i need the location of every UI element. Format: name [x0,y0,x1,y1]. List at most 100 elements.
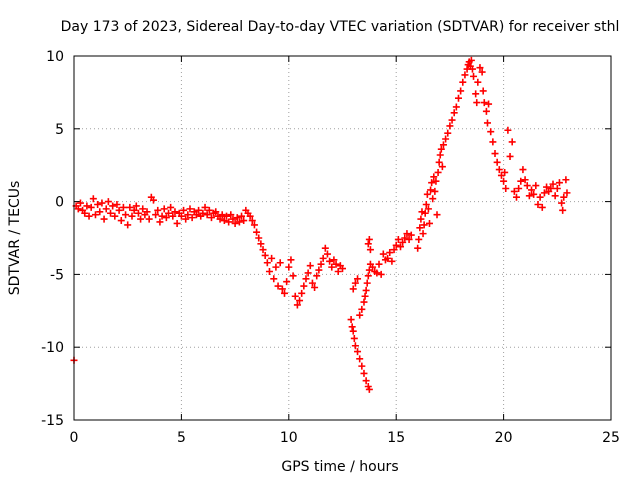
y-tick-label: -15 [41,413,64,429]
data-point [296,297,304,305]
data-point [134,209,142,217]
data-point [364,272,372,280]
x-tick-label: 20 [495,430,513,446]
data-point [350,334,358,342]
data-point [362,377,370,385]
data-point [470,72,478,80]
data-point [319,254,327,262]
data-point [432,177,440,185]
data-point [212,208,220,216]
data-point [435,158,443,166]
data-point [562,176,570,184]
data-point [87,203,95,211]
data-point [414,244,422,252]
data-point [173,219,181,227]
data-point [361,292,369,300]
data-point [394,235,402,243]
data-point [115,206,123,214]
x-tick-label: 0 [70,430,79,446]
data-point [233,214,241,222]
data-point [523,182,531,190]
data-point [250,221,258,229]
x-axis-label: GPS time / hours [281,459,398,475]
data-point [351,342,359,350]
data-point [461,71,469,79]
data-point [257,240,265,248]
data-point [169,212,177,220]
data-point [351,279,359,287]
data-point [439,141,447,149]
data-point [100,215,108,223]
data-point [547,184,555,192]
data-point [162,214,170,222]
data-point [192,211,200,219]
data-point [363,279,371,287]
data-point [396,243,404,251]
data-point [300,282,308,290]
data-point [76,199,84,207]
data-point [317,260,325,268]
data-point [113,201,121,209]
data-point [467,56,475,64]
data-point [442,135,450,143]
data-point [104,198,112,206]
data-point [145,215,153,223]
data-point [306,262,314,270]
data-point [246,212,254,220]
y-tick-label: -5 [50,267,64,283]
data-point [94,201,102,209]
data-point [559,206,567,214]
data-point [289,272,297,280]
data-point [102,205,110,213]
data-point [143,208,151,216]
x-tick-label: 15 [387,430,405,446]
data-point [326,257,334,265]
data-point [401,234,409,242]
data-point [555,179,563,187]
data-point [165,209,173,217]
data-point [229,215,237,223]
data-point [388,257,396,265]
data-point [268,254,276,262]
data-point [525,192,533,200]
data-point [437,145,445,153]
data-point [468,65,476,73]
data-point [427,186,435,194]
data-point [429,195,437,203]
data-point [377,270,385,278]
data-point [149,196,157,204]
data-point [366,246,374,254]
data-point [508,138,516,146]
data-point [91,211,99,219]
data-point [216,215,224,223]
data-point [553,184,561,192]
data-point [137,215,145,223]
data-point [403,230,411,238]
data-point [276,259,284,267]
data-point [491,150,499,158]
data-point [308,279,316,287]
data-point [356,355,364,363]
data-point [407,231,415,239]
data-point [132,202,140,210]
data-point [171,208,179,216]
data-point [315,266,323,274]
data-point [358,362,366,370]
data-point [532,182,540,190]
data-point [563,189,571,197]
data-point [139,205,147,213]
data-point [152,211,160,219]
data-point [81,209,89,217]
y-tick-label: 10 [46,49,64,65]
data-point [356,311,364,319]
data-point [434,168,442,176]
data-point [281,289,289,297]
data-point [521,176,529,184]
data-point [416,224,424,232]
data-point [399,238,407,246]
data-point [472,90,480,98]
data-point [452,103,460,111]
data-point [323,250,331,258]
data-point [354,275,362,283]
